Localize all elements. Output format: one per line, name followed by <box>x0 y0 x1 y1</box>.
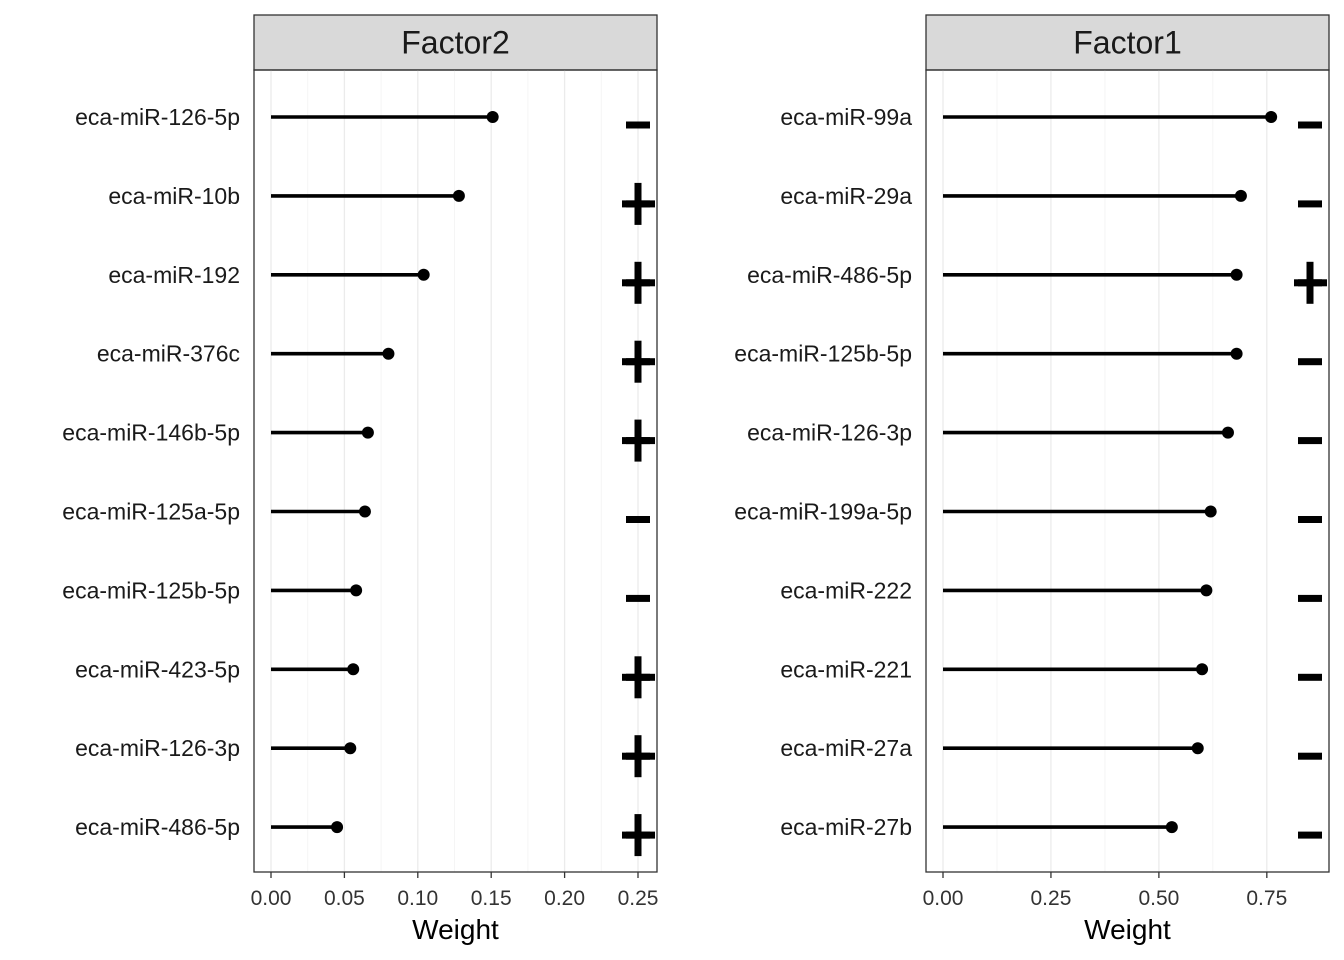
feature-label: eca-miR-125a-5p <box>62 499 240 525</box>
weight-point <box>1191 742 1204 755</box>
feature-label: eca-miR-423-5p <box>75 656 240 682</box>
x-tick-label: 0.05 <box>324 887 365 910</box>
feature-label: eca-miR-192 <box>108 262 240 288</box>
feature-label: eca-miR-29a <box>780 183 912 209</box>
feature-label: eca-miR-486-5p <box>75 814 240 840</box>
strip-background <box>253 14 658 71</box>
weight-point <box>1230 347 1243 360</box>
feature-label: eca-miR-126-5p <box>75 104 240 130</box>
feature-label: eca-miR-221 <box>780 656 912 682</box>
minus-sign-marker <box>626 121 650 129</box>
plus-sign-marker <box>622 814 655 857</box>
minus-sign-marker <box>1298 200 1322 208</box>
x-tick-label: 0.25 <box>618 887 659 910</box>
minus-sign-marker <box>1298 752 1322 760</box>
feature-label: eca-miR-146b-5p <box>62 420 240 446</box>
weight-point <box>1234 189 1247 202</box>
panel-border <box>925 69 1330 873</box>
minus-sign-marker <box>1298 594 1322 602</box>
plus-sign-marker <box>622 419 655 462</box>
x-axis-title: Weight <box>1084 914 1171 945</box>
plus-sign-marker <box>622 182 655 225</box>
feature-label: eca-miR-125b-5p <box>734 341 912 367</box>
weight-point <box>382 347 395 360</box>
weight-point <box>358 505 371 518</box>
feature-label: eca-miR-199a-5p <box>734 499 912 525</box>
feature-label: eca-miR-486-5p <box>747 262 912 288</box>
weight-point <box>350 584 363 597</box>
minus-sign-marker <box>1298 516 1322 523</box>
weight-point <box>344 742 357 755</box>
feature-label: eca-miR-222 <box>780 577 912 603</box>
plus-sign-marker <box>622 735 655 778</box>
x-tick-label: 0.25 <box>1031 887 1072 910</box>
minus-sign-marker <box>626 516 650 523</box>
weight-point <box>347 663 360 676</box>
minus-sign-marker <box>626 594 650 602</box>
weight-point <box>1165 821 1178 834</box>
minus-sign-marker <box>1298 831 1322 839</box>
weight-point <box>1265 111 1278 123</box>
weight-point <box>361 426 374 439</box>
weight-point <box>452 189 465 202</box>
weight-point <box>486 111 499 123</box>
x-tick-label: 0.50 <box>1138 887 1179 910</box>
panel-border <box>253 69 658 873</box>
x-tick-label: 0.75 <box>1246 887 1287 910</box>
x-tick-label: 0.00 <box>251 887 292 910</box>
x-axis-title: Weight <box>412 914 499 945</box>
weight-point <box>1221 426 1234 439</box>
panel-1: Factor1 eca-miR-99a eca-miR-29a eca-miR-486… <box>734 14 1330 945</box>
feature-label: eca-miR-27a <box>780 735 912 761</box>
strip-title: Factor1 <box>1073 25 1181 61</box>
plus-sign-marker <box>622 656 655 699</box>
x-tick-label: 0.15 <box>471 887 512 910</box>
feature-label: eca-miR-376c <box>97 341 240 367</box>
feature-label: eca-miR-126-3p <box>75 735 240 761</box>
plus-sign-marker <box>1294 261 1327 304</box>
plus-sign-marker <box>622 340 655 383</box>
feature-label: eca-miR-27b <box>780 814 912 840</box>
minus-sign-marker <box>1298 358 1322 366</box>
weight-point <box>1230 268 1243 281</box>
x-tick-label: 0.20 <box>544 887 585 910</box>
minus-sign-marker <box>1298 121 1322 129</box>
feature-label: eca-miR-125b-5p <box>62 577 240 603</box>
minus-sign-marker <box>1298 673 1322 681</box>
feature-label: eca-miR-10b <box>108 183 240 209</box>
weight-point <box>1204 505 1217 518</box>
weight-point <box>1196 663 1209 676</box>
feature-label: eca-miR-126-3p <box>747 420 912 446</box>
feature-label: eca-miR-99a <box>780 104 912 130</box>
plus-sign-marker <box>622 261 655 304</box>
minus-sign-marker <box>1298 437 1322 445</box>
strip-background <box>925 14 1330 71</box>
x-tick-label: 0.10 <box>397 887 438 910</box>
weight-point <box>1200 584 1213 597</box>
strip-title: Factor2 <box>401 25 509 61</box>
x-tick-label: 0.00 <box>923 887 964 910</box>
weight-point <box>417 268 430 281</box>
panel-0: Factor2 eca-miR-126-5p eca-miR-10b eca-miR-… <box>62 14 659 945</box>
weight-point <box>331 821 344 834</box>
